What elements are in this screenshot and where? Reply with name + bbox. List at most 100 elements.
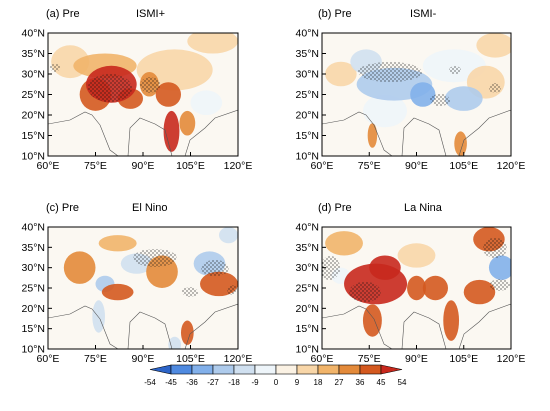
panel-b-significance-stipple — [358, 62, 501, 106]
panel-b-title: ISMI- — [410, 8, 437, 20]
panel-d-anomaly-10 — [488, 255, 511, 280]
lon-tick-label: 90°E — [132, 160, 155, 172]
lon-tick-label: 75°E — [84, 160, 107, 172]
lat-tick-label: 35°N — [22, 48, 45, 60]
lon-tick-label: 75°E — [358, 160, 381, 172]
lon-tick-label: 60°E — [37, 160, 60, 172]
lon-tick-label: 75°E — [84, 353, 107, 365]
panel-b-axes: 60°E 75°E 90°E 105°E 120°E 40°N 35°N 30°N 25°N 20… — [296, 28, 526, 173]
panel-a-anomaly-11 — [190, 90, 223, 115]
lat-tick-label: 10°N — [22, 344, 45, 356]
panel-c-anomaly-4 — [181, 320, 194, 345]
colorbar-swatch — [380, 364, 403, 375]
panel-d-coastline — [322, 303, 511, 349]
panel-d: (d) Pre La Nina 60°E 75°E 90°E 105°E 120°E 40… — [296, 202, 526, 365]
lat-tick-label: 30°N — [296, 262, 319, 274]
lat-tick-label: 10°N — [22, 151, 45, 163]
colorbar-swatch — [212, 364, 235, 375]
panel-b-anomaly-2 — [444, 86, 483, 111]
lat-tick-label: 25°N — [22, 89, 45, 101]
lat-tick-label: 15°N — [22, 323, 45, 335]
colorbar-label: 45 — [377, 378, 386, 387]
panel-a-anomaly-10 — [187, 33, 238, 54]
panel-c-title: El Nino — [132, 202, 167, 214]
colorbar-label: -36 — [186, 378, 198, 387]
lat-tick-label: 30°N — [22, 262, 45, 274]
colorbar-swatch — [170, 364, 193, 375]
lat-tick-label: 35°N — [22, 242, 45, 254]
lat-tick-label: 10°N — [296, 344, 319, 356]
lat-tick-label: 15°N — [296, 323, 319, 335]
panel-d-anomaly-1 — [369, 255, 401, 280]
panel-d-anomaly-2 — [407, 275, 426, 301]
lat-tick-label: 30°N — [296, 69, 319, 81]
lat-tick-label: 40°N — [22, 222, 45, 234]
panel-c-anomaly-0 — [63, 251, 96, 284]
panel-a-anomaly-4 — [155, 82, 181, 107]
lat-tick-label: 15°N — [296, 130, 319, 142]
colorbar-swatch — [254, 364, 277, 375]
lat-tick-label: 35°N — [296, 242, 319, 254]
lat-tick-label: 35°N — [296, 48, 319, 60]
panel-c-anomaly-10 — [92, 300, 105, 333]
panel-c-coastline — [48, 303, 238, 349]
lon-tick-label: 120°E — [224, 353, 253, 365]
panel-d-anomaly-4 — [443, 300, 460, 341]
lon-tick-label: 75°E — [358, 353, 381, 365]
lon-tick-label: 105°E — [176, 353, 205, 365]
panel-a: (a) Pre ISMI+ 60°E 75°E 90°E 105°E 120°E 40°N… — [22, 8, 253, 172]
lat-tick-label: 40°N — [296, 222, 319, 234]
panel-b-anomaly-5 — [362, 94, 408, 128]
lat-tick-label: 20°N — [22, 110, 45, 122]
panel-d-axes: 60°E 75°E 90°E 105°E 120°E 40°N 35°N 30°N 25°N 20… — [296, 222, 526, 366]
panel-a-coastline — [48, 109, 238, 156]
panel-c-anomaly-3 — [101, 283, 134, 301]
panel-b-anomaly-6 — [367, 123, 378, 148]
panel-b-label: (b) Pre — [318, 8, 352, 20]
lon-tick-label: 105°E — [449, 160, 478, 172]
colorbar-label: 0 — [274, 378, 279, 387]
panel-a-axes: 60°E 75°E 90°E 105°E 120°E 40°N 35°N 30°N 25°N 20… — [22, 28, 253, 173]
colorbar-label: -9 — [251, 378, 259, 387]
panel-c-significance-stipple — [133, 249, 237, 297]
panel-d-anomaly-8 — [325, 231, 363, 256]
panel-c-anomaly-1 — [98, 235, 137, 252]
colorbar-swatch — [191, 364, 214, 375]
colorbar: -54 -45 -36 -27 -18 -9 0 9 18 27 36 45 54 — [144, 364, 407, 387]
lat-tick-label: 40°N — [296, 28, 319, 40]
panel-b-anomaly-7 — [454, 131, 467, 156]
colorbar-label: 9 — [295, 378, 300, 387]
panel-d-title: La Nina — [404, 202, 443, 214]
panel-b-anomaly-9 — [325, 61, 357, 87]
lat-tick-label: 40°N — [22, 28, 45, 40]
lon-tick-label: 60°E — [311, 160, 334, 172]
lat-tick-label: 20°N — [22, 303, 45, 315]
lat-tick-label: 25°N — [296, 283, 319, 295]
panel-b-anomaly-10 — [476, 33, 511, 58]
colorbar-label: -27 — [207, 378, 219, 387]
panel-a-significance-stipple — [50, 64, 160, 102]
colorbar-swatch — [275, 364, 298, 375]
colorbar-swatch — [149, 364, 172, 375]
panel-d-anomaly-9 — [397, 243, 436, 268]
panel-a-label: (a) Pre — [46, 8, 80, 20]
panel-d-label: (d) Pre — [318, 202, 352, 214]
colorbar-label: 36 — [356, 378, 365, 387]
colorbar-swatch — [296, 364, 319, 375]
panel-d-significance-stipple — [322, 238, 510, 302]
panel-c-anomaly-11 — [168, 336, 181, 349]
panel-d-anomaly-3 — [422, 275, 448, 301]
lon-tick-label: 90°E — [405, 160, 428, 172]
colorbar-swatch — [359, 364, 382, 375]
lat-tick-label: 25°N — [22, 283, 45, 295]
colorbar-label: 27 — [335, 378, 344, 387]
panel-d-anomaly-7 — [362, 304, 382, 337]
colorbar-swatch — [338, 364, 361, 375]
panel-c: (c) Pre El Nino 60°E 75°E 90°E 105°E 120°E 40… — [22, 202, 253, 365]
panel-a-anomaly-6 — [179, 110, 196, 136]
panel-b: (b) Pre ISMI- 60°E 75°E 90°E 105°E 120°E 40°N… — [296, 8, 526, 172]
colorbar-label: -18 — [228, 378, 240, 387]
lat-tick-label: 25°N — [296, 89, 319, 101]
lat-tick-label: 20°N — [296, 303, 319, 315]
